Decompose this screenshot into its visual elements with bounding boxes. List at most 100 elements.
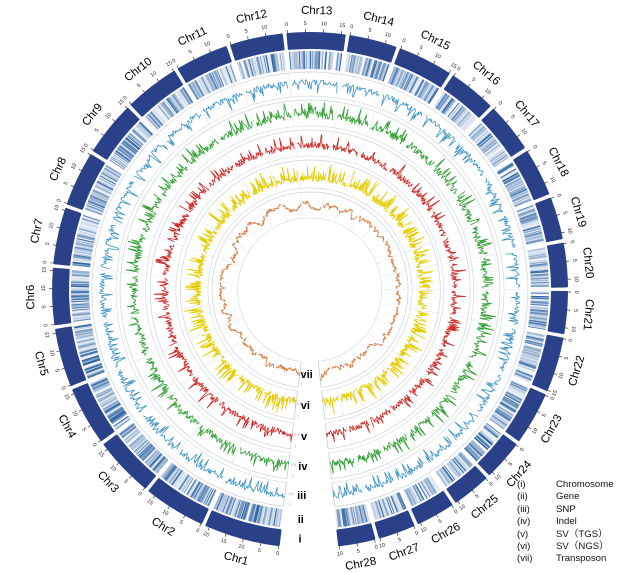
tick-label: 15 (220, 538, 228, 546)
legend-row-gene: (ii) Gene (517, 491, 614, 503)
legend-label: Transposon (556, 553, 607, 565)
chromosome-label-Chr5: Chr5 (32, 350, 50, 377)
chromosome-label-Chr12: Chr12 (235, 8, 268, 26)
chromosome-arc-Chr22 (532, 334, 564, 391)
ring-label-v: v (301, 431, 308, 443)
axis-value: 1 (292, 474, 294, 478)
chromosome-arc-Chr16 (443, 75, 491, 118)
track-transposon (218, 200, 402, 381)
chromosome-label-Chr19: Chr19 (568, 195, 588, 228)
tick-label: 5 (45, 242, 51, 246)
tick-label: 0 (414, 530, 419, 537)
chromosome-arc-Chr24 (477, 434, 517, 476)
tick-label: 0 (488, 481, 494, 487)
tick-label: 5 (571, 259, 577, 263)
tick-label: 15 (53, 204, 61, 212)
chromosome-arc-Chr3 (103, 434, 156, 489)
track-indel (125, 102, 497, 474)
tick-label: 5 (572, 309, 578, 312)
legend-numeral: (iv) (517, 516, 531, 528)
tick-label: 10 (548, 176, 556, 184)
tick-label: 10 (70, 163, 78, 171)
chromosome-label-Chr6: Chr6 (25, 284, 38, 309)
tick-label: 0 (122, 95, 128, 101)
tick-label: 10 (203, 41, 211, 49)
tick-label: 0 (285, 22, 289, 28)
chromosome-arc-Chr11 (177, 46, 232, 83)
chromosome-arc-Chr18 (513, 151, 550, 201)
tick-label: 10 (531, 427, 539, 435)
tick-label: 10 (420, 526, 428, 534)
chromosome-label-Chr15: Chr15 (418, 28, 451, 53)
tick-label: 15 (146, 498, 154, 506)
ring-label-ii: ii (298, 514, 304, 526)
tick-label: 0 (276, 551, 280, 557)
chromosome-label-Chr25: Chr25 (469, 493, 501, 522)
tick-label: 15 (63, 393, 71, 401)
chromosome-arc-Chr2 (148, 478, 209, 524)
tick-label: 0 (549, 396, 556, 401)
tick-label: 5 (257, 548, 261, 554)
tick-label: 5 (418, 45, 423, 52)
tick-label: 0 (195, 528, 200, 535)
tick-label: 15 (42, 267, 48, 273)
tick-label: 10 (573, 276, 579, 282)
legend-row-sv-tgs: (v) SV（TGS） (517, 529, 614, 541)
tick-label: 10 (520, 128, 528, 136)
chromosome-arc-Chr28 (336, 523, 376, 547)
legend-label: SV（NGS） (556, 541, 609, 553)
tick-label: 0 (83, 143, 90, 149)
chromosome-arc-Chr19 (535, 197, 563, 243)
tick-label: 10 (48, 222, 55, 229)
tick-label: 10 (150, 70, 158, 78)
tick-label: 10 (566, 227, 573, 234)
tick-label: 15 (97, 450, 105, 458)
tick-label: 10 (41, 285, 47, 291)
legend-label: SNP (556, 503, 576, 515)
tick-label: 5 (564, 356, 571, 360)
tick-label: 5 (438, 518, 444, 525)
tick-label: 5 (136, 83, 142, 90)
tick-label: 15 (165, 60, 173, 68)
legend-row-transposon: (vii) Transposon (517, 553, 614, 565)
chromosome-arc-Chr15 (394, 48, 450, 88)
ring-label-iv: iv (298, 461, 308, 473)
tick-label: 5 (178, 519, 184, 526)
legend-numeral: (ii) (517, 491, 528, 503)
tick-label: 0 (42, 260, 48, 264)
tick-label: 0 (59, 386, 66, 391)
tick-label: 5 (244, 28, 248, 35)
tick-label: 0 (350, 24, 354, 30)
chromosome-arc-Chr6 (52, 267, 72, 326)
tick-label: 15 (44, 331, 51, 338)
chromosome-arc-Chr26 (411, 491, 453, 524)
tick-label: 5 (123, 479, 129, 485)
tick-label: 15 (551, 389, 559, 397)
tick-label: 5 (188, 49, 193, 56)
tick-label: 10 (70, 410, 78, 418)
track-boundaries (91, 71, 529, 507)
tick-label: 5 (509, 114, 516, 120)
chromosome-arc-Chr9 (93, 107, 140, 160)
chromosome-arc-Chr13 (286, 32, 346, 52)
chromosome-arc-Chr23 (505, 387, 546, 441)
chromosome-label-Chr23: Chr23 (539, 413, 565, 446)
chromosome-arc-Chr17 (481, 108, 525, 157)
tick-label: 5 (80, 427, 87, 433)
track-sv-ngs- (183, 164, 434, 415)
tick-label: 10 (337, 551, 344, 558)
legend-label: Chromosome (556, 479, 614, 490)
tick-label: 5 (94, 128, 101, 134)
tick-label: 0 (453, 509, 459, 516)
chromosome-arc-Chr21 (547, 290, 568, 335)
chromosome-arc-Chr5 (55, 326, 87, 386)
tick-label: 0 (555, 193, 562, 198)
chromosome-label-Chr17: Chr17 (512, 98, 541, 130)
legend-row-chromosome: (i) Chromosome (517, 479, 614, 491)
axis-value: 0.5 (291, 463, 296, 467)
tick-label: 10 (433, 52, 441, 60)
gene-density-track (70, 50, 550, 528)
